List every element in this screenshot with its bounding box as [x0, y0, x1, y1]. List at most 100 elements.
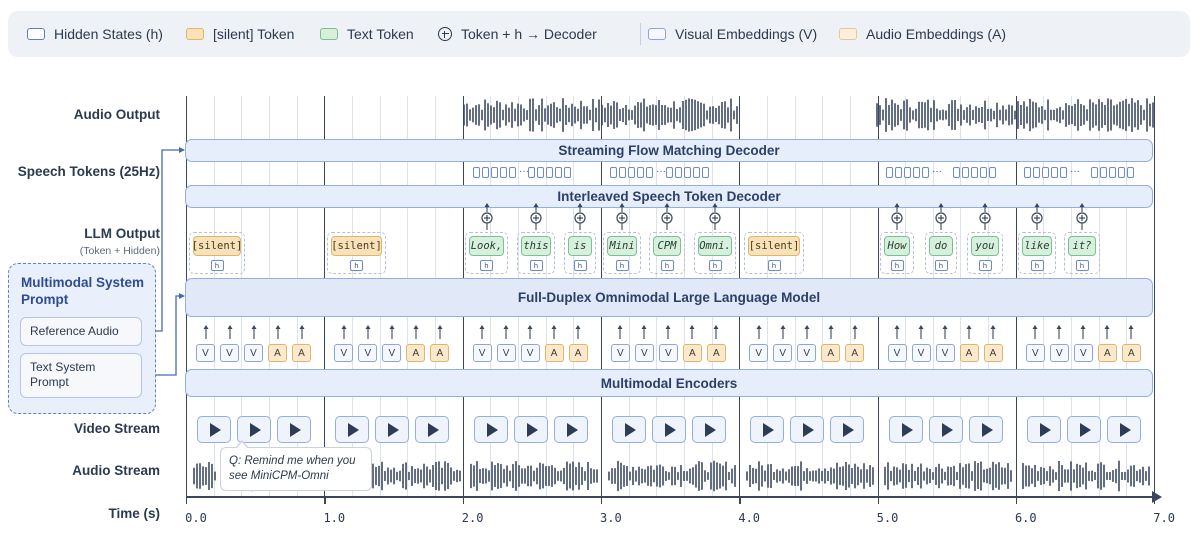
speech-token [537, 166, 544, 178]
visual-embedding: V [610, 344, 630, 362]
visual-embedding: V [634, 344, 654, 362]
video-frame [335, 416, 370, 443]
hidden-state-chip: h [890, 260, 904, 271]
axis-tick-label: 7.0 [1153, 511, 1175, 525]
visual-embedding: V [520, 344, 540, 362]
speech-token-group [528, 165, 573, 179]
ellipsis: ··· [932, 166, 942, 177]
llm-output-token: like h [1018, 232, 1056, 274]
play-icon [901, 422, 913, 437]
legend-divider [640, 23, 641, 45]
ellipsis: ··· [1070, 166, 1080, 177]
play-icon [428, 422, 440, 437]
llm-output-token: [silent] h [189, 232, 245, 274]
text-token: How [884, 236, 910, 256]
row-label-speech-tokens: Speech Tokens (25Hz) [17, 164, 160, 179]
visual-embedding: V [472, 344, 492, 362]
video-frame [1106, 416, 1141, 443]
llm-output-token: Look, h [465, 232, 508, 274]
axis-tick [186, 496, 188, 504]
video-frame [750, 416, 785, 443]
play-icon [486, 422, 498, 437]
speech-token [1060, 166, 1067, 178]
hidden-state-chip: h [978, 260, 992, 271]
speech-token [546, 166, 553, 178]
play-icon [1079, 422, 1091, 437]
speech-token [1051, 166, 1058, 178]
silent-token-swatch [186, 28, 204, 40]
visual-embedding: V [334, 344, 354, 362]
hidden-state-chip: h [480, 260, 493, 271]
visual-embedding: V [797, 344, 817, 362]
up-arrow-icon [413, 325, 419, 339]
speech-token-group [953, 165, 998, 179]
video-frame [928, 416, 963, 443]
up-arrow-icon [713, 325, 719, 339]
row-label-time: Time (s) [108, 506, 160, 521]
visual-embedding: V [658, 344, 678, 362]
time-axis [186, 496, 1154, 498]
up-arrow-icon [275, 325, 280, 339]
text-token: is [568, 236, 592, 256]
speech-token [637, 166, 644, 178]
decoder-input-plus-icon [661, 203, 673, 230]
text-token: like [1022, 236, 1052, 256]
text-token-swatch [320, 28, 338, 40]
speech-token [666, 166, 673, 178]
speech-token [1127, 166, 1134, 178]
audio-embedding-swatch [839, 28, 857, 40]
axis-tick [877, 496, 879, 504]
llm-output-token: [silent] h [327, 232, 386, 274]
hidden-state-swatch [27, 28, 45, 40]
speech-token [473, 166, 480, 178]
video-frame [968, 416, 1003, 443]
multimodal-system-prompt: Multimodal System Prompt Reference Audio… [8, 263, 156, 414]
legend-label: Audio Embeddings (A) [866, 26, 1007, 42]
up-arrow-icon [756, 325, 762, 339]
up-arrow-icon [894, 325, 900, 339]
video-frame [553, 416, 588, 443]
axis-tick-label: 4.0 [738, 511, 761, 525]
audio-embedding: A [544, 344, 564, 362]
text-token: this [521, 236, 551, 256]
llm-output-token: Omni. h [694, 232, 736, 274]
axis-tick-label: 2.0 [461, 511, 484, 525]
video-frame [888, 416, 923, 443]
play-icon [348, 422, 360, 437]
decoder-input-plus-icon [935, 203, 947, 230]
visual-embedding: V [1049, 344, 1069, 362]
silent-token: [silent] [748, 236, 800, 256]
play-icon [843, 422, 855, 437]
up-arrow-icon [689, 325, 695, 339]
legend-item-audio-embeddings: Audio Embeddings (A) [839, 11, 1006, 57]
speech-token [1109, 166, 1116, 178]
text-token: Mini [607, 236, 637, 256]
legend: Hidden States (h) [silent] Token Text To… [8, 11, 1190, 57]
hidden-state-chip: h [1075, 260, 1089, 271]
speech-token [989, 166, 996, 178]
speech-token [619, 166, 626, 178]
ellipsis: ··· [519, 166, 529, 177]
play-icon [1119, 422, 1131, 437]
audio-embedding: A [292, 344, 311, 362]
up-arrow-icon [918, 325, 924, 339]
video-frame [415, 416, 450, 443]
speech-token [528, 166, 535, 178]
axis-tick [600, 496, 603, 504]
video-frame [790, 416, 825, 443]
legend-label: Text Token [347, 26, 414, 42]
llm-output-token: How h [880, 232, 914, 274]
video-frame [197, 416, 231, 443]
visual-embedding: V [244, 344, 263, 362]
reference-audio-box: Reference Audio [20, 317, 142, 346]
speech-token [953, 166, 960, 178]
play-icon [624, 422, 636, 437]
audio-embedding: A [1097, 344, 1117, 362]
text-token: do [929, 236, 953, 256]
speech-token [895, 166, 902, 178]
play-icon [704, 422, 716, 437]
speech-token-group: ··· [473, 165, 532, 179]
legend-item-visual-embeddings: Visual Embeddings (V) [648, 11, 817, 57]
up-arrow-icon [942, 325, 948, 339]
audio-output-waveform [463, 98, 1154, 132]
